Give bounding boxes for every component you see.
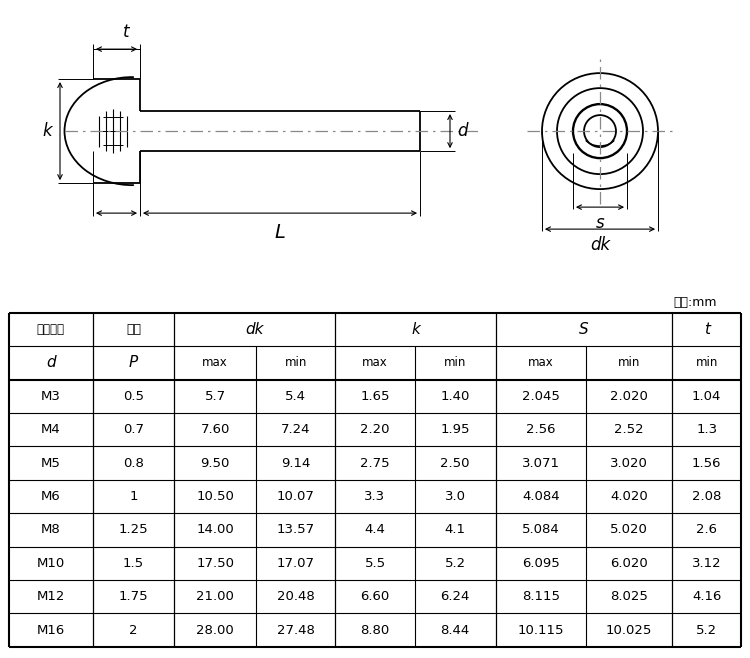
- Text: 2.20: 2.20: [360, 423, 390, 436]
- Text: 6.095: 6.095: [522, 557, 560, 570]
- Text: 1.75: 1.75: [118, 590, 148, 603]
- Text: 5.2: 5.2: [696, 624, 717, 637]
- Text: 7.60: 7.60: [200, 423, 230, 436]
- Text: 10.50: 10.50: [196, 490, 234, 503]
- Text: 10.025: 10.025: [606, 624, 652, 637]
- Text: M10: M10: [37, 557, 65, 570]
- Text: 2.08: 2.08: [692, 490, 722, 503]
- Text: max: max: [528, 357, 554, 369]
- Text: max: max: [202, 357, 228, 369]
- Text: 1.25: 1.25: [118, 523, 148, 536]
- Text: 8.115: 8.115: [522, 590, 560, 603]
- Text: 6.60: 6.60: [360, 590, 390, 603]
- Text: 3.12: 3.12: [692, 557, 722, 570]
- Text: 2.52: 2.52: [614, 423, 644, 436]
- Text: 10.115: 10.115: [518, 624, 564, 637]
- Text: 3.0: 3.0: [445, 490, 466, 503]
- Text: 27.48: 27.48: [277, 624, 315, 637]
- Text: 8.80: 8.80: [360, 624, 390, 637]
- Text: 1.04: 1.04: [692, 390, 722, 403]
- Text: 2.6: 2.6: [696, 523, 717, 536]
- Text: S: S: [579, 322, 589, 337]
- Text: 4.1: 4.1: [445, 523, 466, 536]
- Text: 4.4: 4.4: [364, 523, 386, 536]
- Text: dk: dk: [245, 322, 264, 337]
- Text: max: max: [362, 357, 388, 369]
- Text: t: t: [704, 322, 710, 337]
- Text: 2.50: 2.50: [440, 457, 470, 470]
- Text: 0.5: 0.5: [123, 390, 144, 403]
- Text: d: d: [457, 122, 467, 140]
- Text: t: t: [123, 23, 130, 41]
- Text: 5.2: 5.2: [445, 557, 466, 570]
- Text: 3.020: 3.020: [610, 457, 648, 470]
- Text: 6.020: 6.020: [610, 557, 648, 570]
- Text: 5.5: 5.5: [364, 557, 386, 570]
- Text: 6.24: 6.24: [440, 590, 470, 603]
- Text: 1.65: 1.65: [360, 390, 390, 403]
- Text: 3.071: 3.071: [522, 457, 560, 470]
- Text: 21.00: 21.00: [196, 590, 234, 603]
- Text: 9.14: 9.14: [281, 457, 310, 470]
- Text: M6: M6: [41, 490, 61, 503]
- Text: 8.44: 8.44: [440, 624, 470, 637]
- Text: 公称直径: 公称直径: [37, 323, 64, 336]
- Text: 2.56: 2.56: [526, 423, 556, 436]
- Text: 4.020: 4.020: [610, 490, 648, 503]
- Text: d: d: [46, 355, 56, 370]
- Text: L: L: [274, 223, 286, 242]
- Text: 2.020: 2.020: [610, 390, 648, 403]
- Text: 0.7: 0.7: [123, 423, 144, 436]
- Text: 单位:mm: 单位:mm: [673, 296, 716, 309]
- Text: 3.3: 3.3: [364, 490, 386, 503]
- Text: 1: 1: [129, 490, 138, 503]
- Text: 2.75: 2.75: [360, 457, 390, 470]
- Text: 20.48: 20.48: [277, 590, 315, 603]
- Text: s: s: [596, 214, 604, 232]
- Text: M12: M12: [37, 590, 65, 603]
- Text: 10.07: 10.07: [277, 490, 315, 503]
- Text: min: min: [695, 357, 718, 369]
- Text: 14.00: 14.00: [196, 523, 234, 536]
- Text: min: min: [444, 357, 466, 369]
- Text: 17.07: 17.07: [277, 557, 315, 570]
- Text: 1.95: 1.95: [440, 423, 470, 436]
- Text: 4.084: 4.084: [522, 490, 560, 503]
- Text: M4: M4: [41, 423, 61, 436]
- Text: P: P: [129, 355, 138, 370]
- Text: 9.50: 9.50: [200, 457, 230, 470]
- Text: 1.5: 1.5: [123, 557, 144, 570]
- Text: 2.045: 2.045: [522, 390, 560, 403]
- Text: 5.020: 5.020: [610, 523, 648, 536]
- Text: 螺距: 螺距: [126, 323, 141, 336]
- Text: 1.3: 1.3: [696, 423, 717, 436]
- Text: dk: dk: [590, 236, 610, 254]
- Text: 17.50: 17.50: [196, 557, 234, 570]
- Text: 5.4: 5.4: [285, 390, 306, 403]
- Text: 0.8: 0.8: [123, 457, 144, 470]
- Text: k: k: [42, 122, 52, 140]
- Text: 28.00: 28.00: [196, 624, 234, 637]
- Text: 1.40: 1.40: [440, 390, 470, 403]
- Text: k: k: [411, 322, 420, 337]
- Text: M8: M8: [41, 523, 61, 536]
- Text: 7.24: 7.24: [281, 423, 310, 436]
- Text: min: min: [284, 357, 307, 369]
- Text: M5: M5: [40, 457, 61, 470]
- Text: 5.084: 5.084: [522, 523, 560, 536]
- Text: 8.025: 8.025: [610, 590, 648, 603]
- Text: M3: M3: [40, 390, 61, 403]
- Text: M16: M16: [37, 624, 65, 637]
- Text: 4.16: 4.16: [692, 590, 722, 603]
- Text: 2: 2: [129, 624, 138, 637]
- Text: 13.57: 13.57: [277, 523, 315, 536]
- Text: min: min: [618, 357, 640, 369]
- Text: 5.7: 5.7: [205, 390, 226, 403]
- Text: 1.56: 1.56: [692, 457, 722, 470]
